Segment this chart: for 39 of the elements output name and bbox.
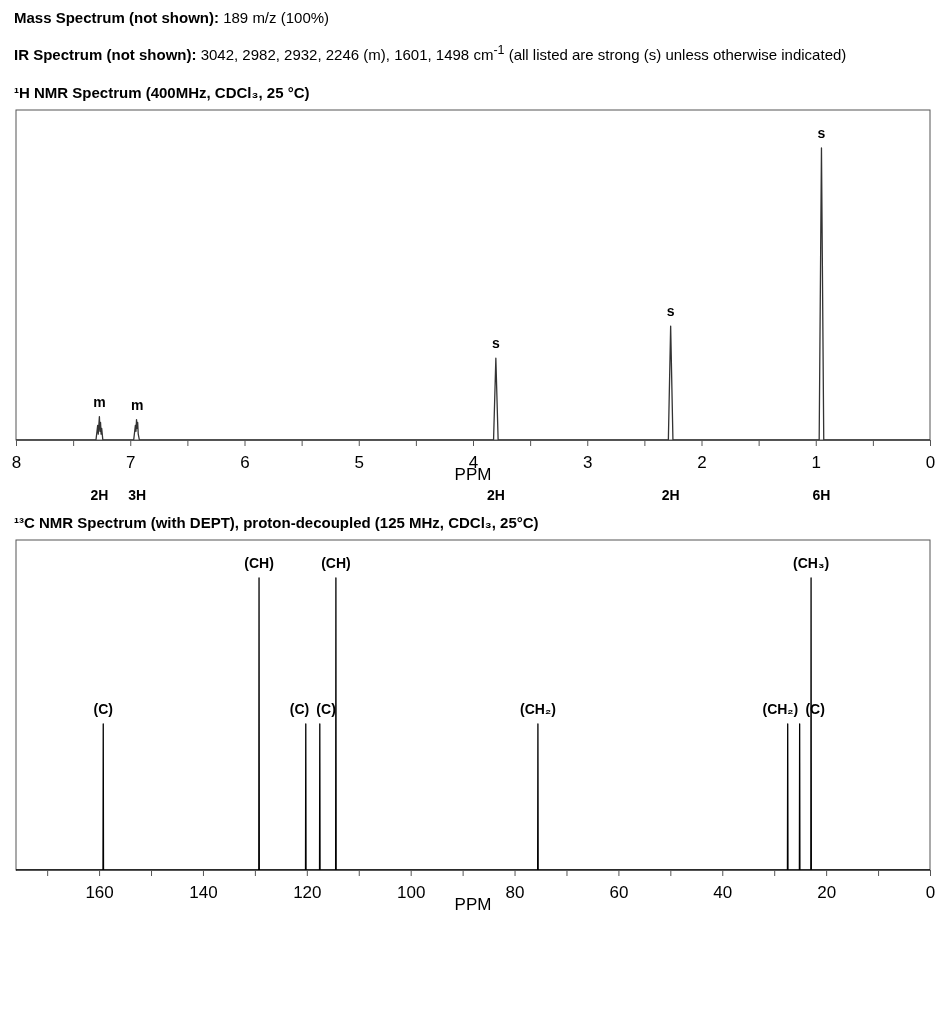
annotation: (CH₂) bbox=[520, 700, 556, 717]
annotation: m bbox=[93, 393, 106, 410]
x-tick-label: 3 bbox=[583, 452, 593, 472]
x-tick-label: 8 bbox=[11, 452, 22, 472]
annotation: (CH₂) bbox=[762, 700, 799, 717]
text: 3H bbox=[128, 486, 147, 503]
annotation: (CH₃) bbox=[793, 554, 830, 571]
x-tick-label: 120 bbox=[293, 882, 322, 902]
annotation: (C) bbox=[289, 700, 310, 717]
x-tick-label: 160 bbox=[85, 882, 114, 902]
annotation: s bbox=[817, 124, 826, 141]
x-tick-label: 2 bbox=[697, 452, 707, 472]
text: IR Spectrum (not shown): 3042, 2982, 2932, 2246 (m), 1601, 1498 cm$^{-1}$ (all listed are strong (s) unless otherwise indicated) bbox=[14, 43, 847, 64]
annotation: (CH) bbox=[244, 554, 274, 571]
x-tick-label: 20 bbox=[817, 882, 837, 902]
text: 2H bbox=[661, 486, 680, 503]
text: 2H bbox=[90, 486, 109, 503]
x-tick-label: 0 bbox=[925, 882, 936, 902]
text: 2H bbox=[486, 486, 505, 503]
x-tick-label: 0 bbox=[925, 452, 936, 472]
x-tick-label: 140 bbox=[189, 882, 218, 902]
x-tick-label: 7 bbox=[126, 452, 136, 472]
annotation: (CH) bbox=[321, 554, 351, 571]
chart-title: ¹H NMR Spectrum (400MHz, CDCl₃, 25 °C) bbox=[14, 83, 310, 101]
annotation: m bbox=[130, 396, 144, 413]
annotation: s bbox=[666, 302, 675, 319]
x-tick-label: 6 bbox=[240, 452, 250, 472]
text: Mass Spectrum (not shown): 189 m/z (100%) bbox=[14, 9, 330, 26]
x-tick-label: 40 bbox=[713, 882, 733, 902]
x-tick-label: 60 bbox=[609, 882, 629, 902]
x-tick-label: 100 bbox=[396, 882, 426, 902]
x-axis-title: PPM bbox=[454, 894, 492, 914]
x-tick-label: 5 bbox=[354, 452, 364, 472]
annotation: s bbox=[491, 334, 500, 351]
chart-title: ¹³C NMR Spectrum (with DEPT), proton-decoupled (125 MHz, CDCl₃, 25°C) bbox=[14, 513, 539, 531]
x-tick-label: 80 bbox=[505, 882, 525, 902]
text: 6H bbox=[812, 486, 831, 503]
x-tick-label: 1 bbox=[811, 452, 821, 472]
annotation: (C) bbox=[93, 700, 113, 717]
